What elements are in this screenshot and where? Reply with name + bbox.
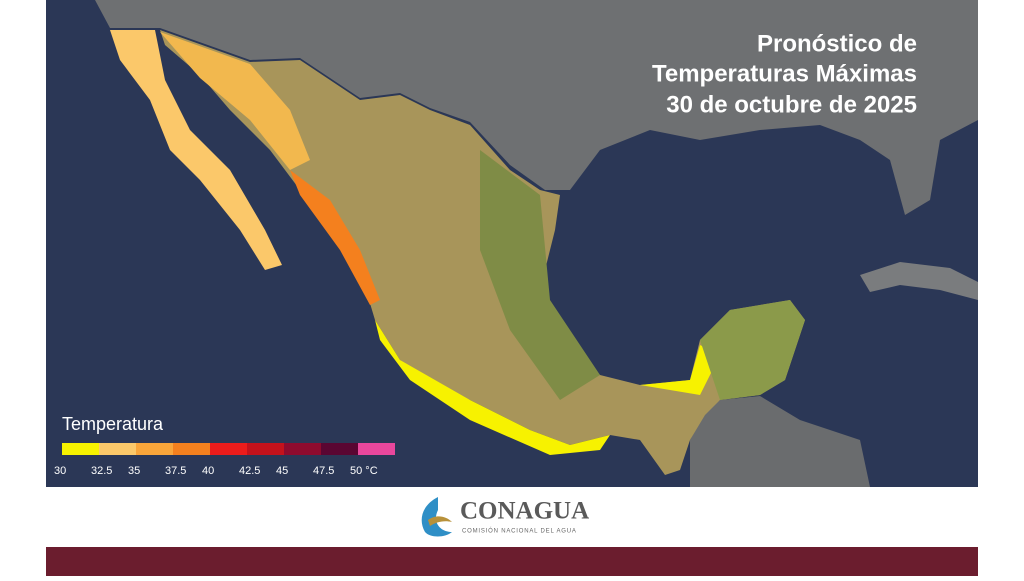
footer-logo: CONAGUA COMISIÓN NACIONAL DEL AGUA [421,497,589,537]
legend-label: 30 [54,465,66,477]
title-line: Pronóstico de [757,30,917,57]
baja-california [110,30,282,270]
logo-subtitle: COMISIÓN NACIONAL DEL AGUA [462,528,577,535]
map [46,0,978,487]
north-america-land [95,0,978,215]
sonora-heat [160,32,310,170]
legend-label: 32.5 [91,465,112,477]
logo-icon-accent [428,516,452,526]
legend: 30 32.5 35 37.5 40 42.5 45 47.5 50 °C [54,443,395,477]
gulf-vegetation [480,150,600,400]
legend-swatch [210,443,247,455]
legend-swatch [284,443,321,455]
legend-swatch [173,443,210,455]
pacific-coast-heat [375,320,610,455]
cuba [860,262,978,300]
logo-icon [421,497,452,537]
legend-label: 50 °C [350,465,378,477]
legend-swatch [321,443,358,455]
legend-title: Temperatura [62,414,164,434]
legend-label: 40 [202,465,214,477]
footer-bar [46,547,978,576]
sinaloa-heat [290,170,380,305]
legend-swatch [136,443,173,455]
legend-label: 47.5 [313,465,334,477]
title: Pronóstico de Temperaturas Máximas 30 de… [652,30,917,118]
legend-label: 45 [276,465,288,477]
legend-label: 37.5 [165,465,186,477]
legend-swatch [99,443,136,455]
legend-label: 35 [128,465,140,477]
yucatan [700,300,805,400]
title-line: 30 de octubre de 2025 [666,91,917,118]
legend-label: 42.5 [239,465,260,477]
central-america [690,396,870,487]
legend-swatch [62,443,99,455]
legend-swatch [247,443,284,455]
legend-swatch [358,443,395,455]
title-line: Temperaturas Máximas [652,60,917,87]
logo-name: CONAGUA [460,498,589,525]
